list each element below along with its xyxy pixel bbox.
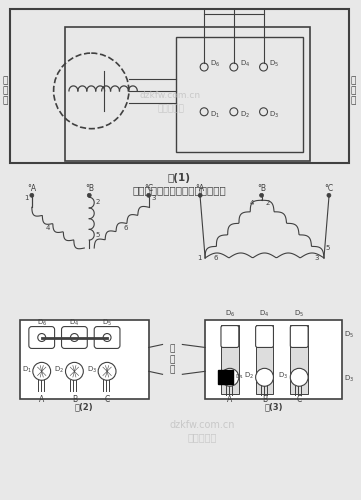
Text: D$_4$: D$_4$: [69, 318, 79, 328]
Circle shape: [290, 368, 308, 386]
Text: 4: 4: [250, 200, 254, 206]
FancyBboxPatch shape: [29, 326, 55, 348]
Text: B: B: [262, 395, 267, 404]
Text: dzkfw.com.cn: dzkfw.com.cn: [169, 420, 235, 430]
Bar: [218, 370, 233, 384]
Text: D$_3$: D$_3$: [270, 110, 280, 120]
Circle shape: [33, 362, 51, 380]
Circle shape: [87, 194, 91, 198]
Circle shape: [147, 194, 151, 198]
FancyBboxPatch shape: [221, 326, 239, 347]
Text: D$_5$: D$_5$: [270, 59, 280, 69]
Text: 2: 2: [95, 200, 100, 205]
Text: D$_3$: D$_3$: [278, 371, 288, 382]
Text: 5: 5: [326, 245, 330, 251]
Circle shape: [98, 362, 116, 380]
Text: °A: °A: [27, 184, 36, 194]
FancyBboxPatch shape: [61, 326, 87, 348]
Text: 电
动
机: 电 动 机: [3, 76, 8, 106]
Circle shape: [30, 194, 34, 198]
Text: 图(3): 图(3): [264, 402, 283, 411]
FancyBboxPatch shape: [94, 326, 120, 348]
Bar: [290, 324, 308, 394]
Text: D$_6$: D$_6$: [225, 308, 235, 318]
Circle shape: [198, 194, 202, 198]
Text: D$_3$: D$_3$: [87, 365, 97, 376]
Text: D$_2$: D$_2$: [240, 110, 250, 120]
Text: 6: 6: [213, 255, 218, 261]
Bar: [20, 320, 149, 399]
Text: A: A: [39, 395, 44, 404]
Text: 接
线
板: 接 线 板: [351, 76, 356, 106]
Text: D$_1$: D$_1$: [235, 372, 244, 380]
Text: 2: 2: [266, 200, 270, 206]
Text: 接
线
板: 接 线 板: [170, 344, 175, 374]
Text: D$_4$: D$_4$: [260, 308, 270, 318]
Text: 1: 1: [24, 196, 29, 202]
Text: D$_6$: D$_6$: [36, 318, 47, 328]
Text: 图(2): 图(2): [75, 402, 93, 411]
Text: °C: °C: [324, 184, 334, 194]
Bar: [65, 27, 310, 162]
Text: 3: 3: [152, 196, 156, 202]
Text: 1: 1: [197, 255, 202, 261]
Text: D$_5$: D$_5$: [344, 330, 354, 340]
Text: 三相异步电动机接线图及接线方式: 三相异步电动机接线图及接线方式: [132, 186, 226, 196]
Text: C: C: [104, 395, 110, 404]
Text: D$_1$: D$_1$: [22, 365, 32, 376]
FancyBboxPatch shape: [290, 326, 308, 347]
Text: D$_4$: D$_4$: [240, 59, 250, 69]
Circle shape: [65, 362, 83, 380]
Text: °B: °B: [257, 184, 266, 194]
Text: A: A: [227, 395, 232, 404]
Circle shape: [221, 368, 239, 386]
Text: D$_1$: D$_1$: [210, 110, 220, 120]
Text: D$_2$: D$_2$: [244, 371, 254, 382]
Circle shape: [256, 368, 273, 386]
Text: D$_3$: D$_3$: [344, 374, 354, 384]
Text: °B: °B: [85, 184, 94, 194]
Bar: [221, 324, 239, 394]
Text: C: C: [297, 395, 302, 404]
Bar: [10, 10, 349, 164]
Text: 5: 5: [95, 232, 100, 238]
Text: D$_5$: D$_5$: [294, 308, 304, 318]
Text: D$_5$: D$_5$: [102, 318, 112, 328]
Bar: [205, 320, 342, 399]
Text: 3: 3: [314, 255, 318, 261]
Text: 电子开发网: 电子开发网: [157, 104, 184, 114]
Text: 6: 6: [124, 225, 129, 231]
Text: °A: °A: [196, 184, 205, 194]
Text: °C: °C: [144, 184, 153, 194]
Text: 图(1): 图(1): [168, 174, 191, 184]
Circle shape: [260, 194, 264, 198]
Text: D$_2$: D$_2$: [55, 365, 65, 376]
Circle shape: [327, 194, 331, 198]
Text: dzkfw.com.cn: dzkfw.com.cn: [140, 92, 201, 100]
Text: B: B: [72, 395, 77, 404]
Text: 电子开发网: 电子开发网: [187, 432, 217, 442]
Bar: [177, 37, 303, 152]
Text: D$_6$: D$_6$: [210, 59, 220, 69]
Text: 4: 4: [46, 225, 50, 231]
Bar: [256, 324, 273, 394]
FancyBboxPatch shape: [256, 326, 273, 347]
